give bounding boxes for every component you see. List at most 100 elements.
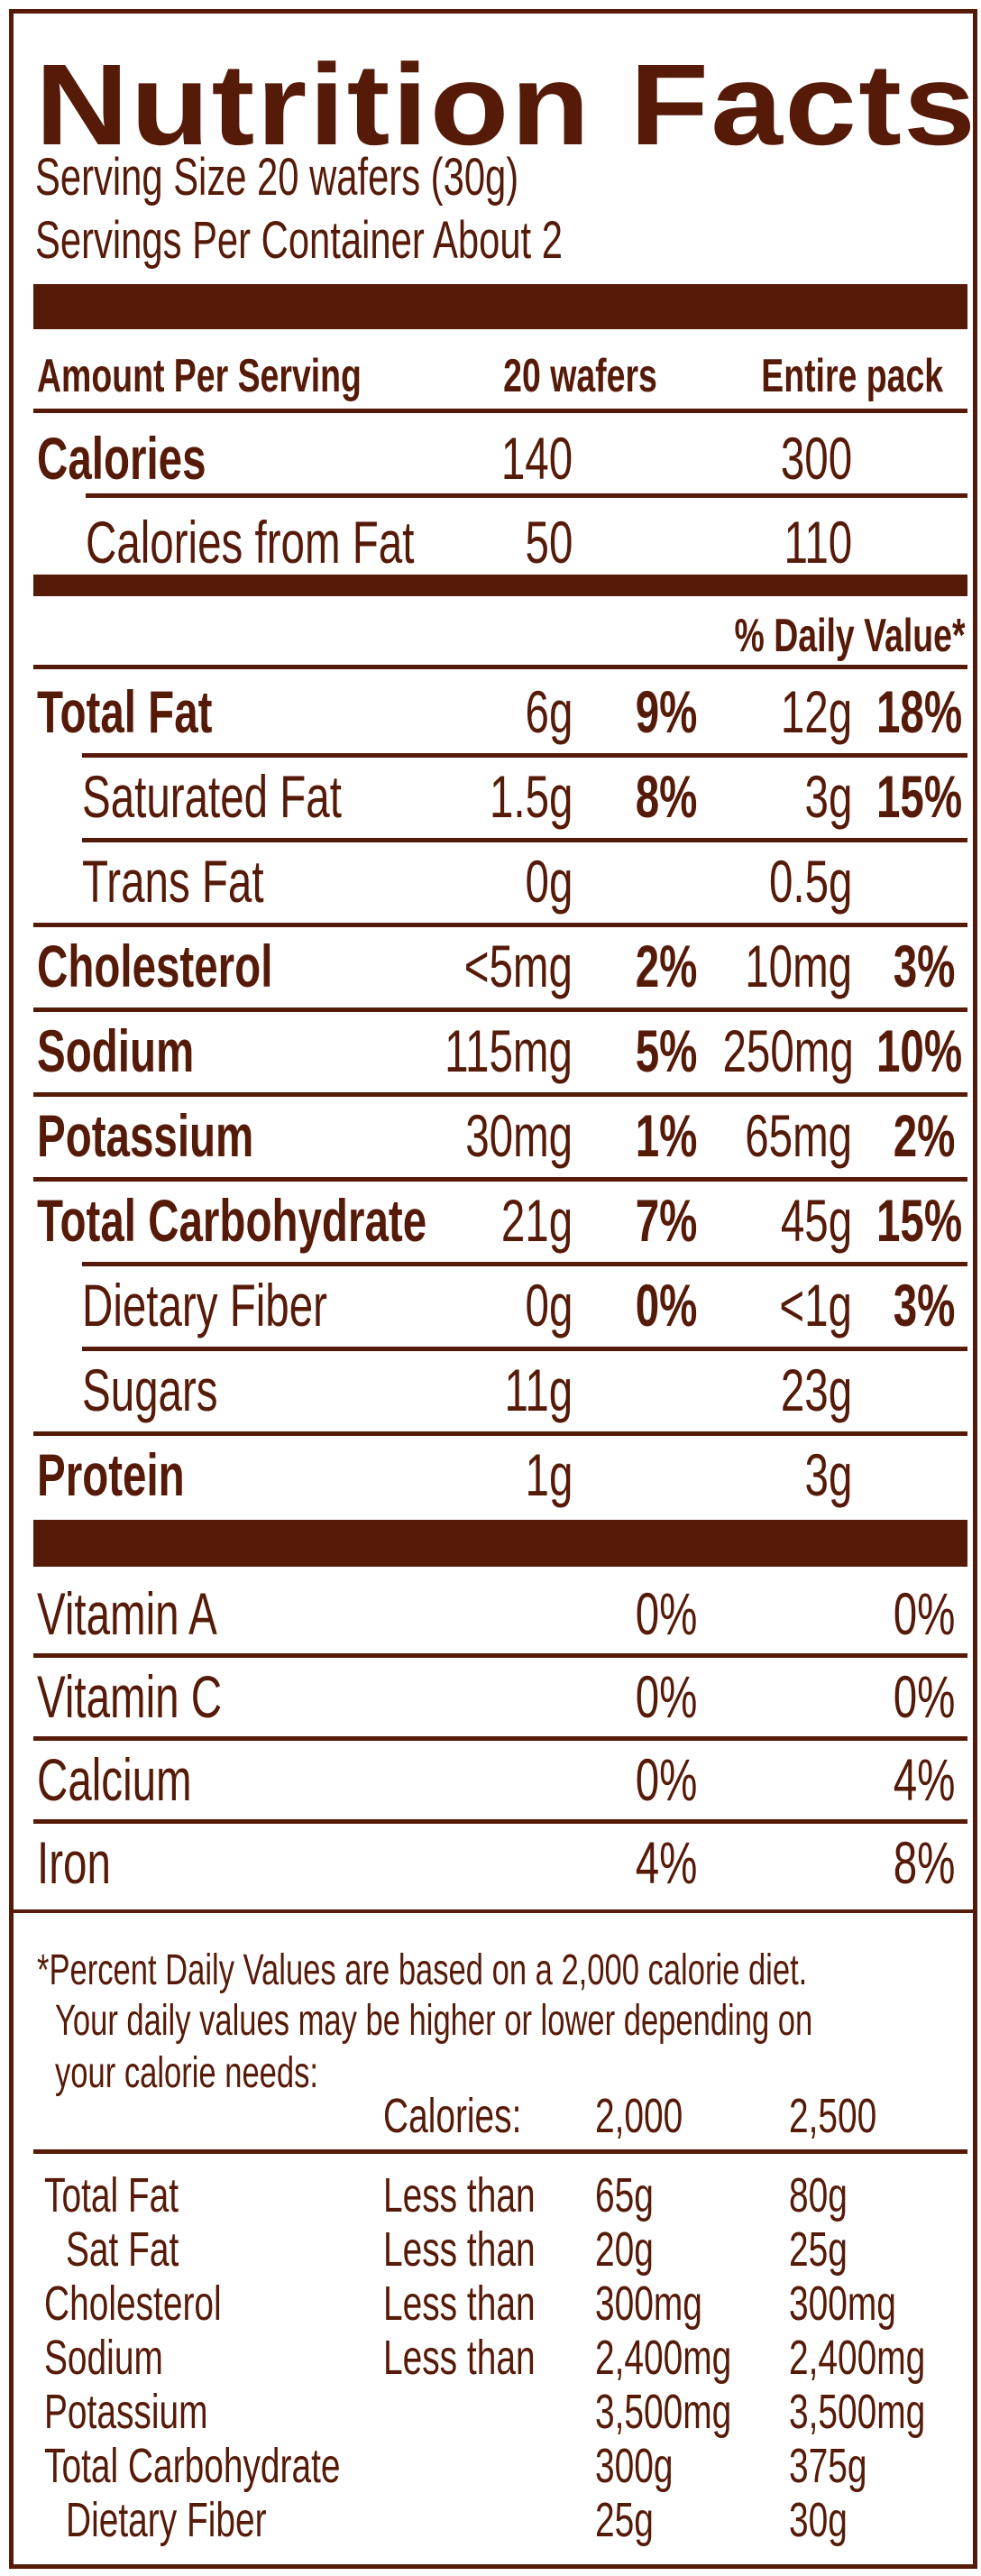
calories-from-fat-pack: 110: [784, 509, 852, 575]
nutrient-dv-serving: 5%: [635, 1017, 697, 1084]
dv-ref-label: Potassium: [44, 2385, 208, 2439]
vitamin-label: Vitamin C: [37, 1663, 223, 1730]
dv-ref-2500: 25g: [789, 2222, 848, 2277]
column-header-entire-pack: Entire pack: [761, 350, 944, 402]
nutrient-amount-serving: 115mg: [445, 1017, 573, 1084]
dv-ref-2000: 300mg: [595, 2277, 702, 2331]
nutrient-amount-pack: 12g: [780, 678, 852, 745]
divider: [86, 493, 967, 498]
vitamin-label: Calcium: [37, 1746, 192, 1813]
divider: [82, 753, 967, 758]
footnote-divider: [14, 1909, 973, 1913]
nutrient-amount-pack: 3g: [804, 763, 852, 830]
nutrient-amount-serving: 30mg: [465, 1102, 573, 1169]
nutrient-dv-serving: 7%: [635, 1187, 697, 1254]
dv-ref-2000: 20g: [595, 2222, 654, 2277]
dv-ref-2500: 3,500mg: [789, 2385, 926, 2439]
divider: [82, 1347, 967, 1351]
calories-column-label: Calories:: [383, 2089, 522, 2143]
nutrient-amount-pack: <1g: [779, 1272, 852, 1339]
nutrient-label: Sodium: [37, 1017, 195, 1084]
divider: [33, 1736, 967, 1741]
dv-ref-2500: 375g: [789, 2439, 867, 2493]
divider: [33, 923, 967, 927]
nutrient-dv-serving: 0%: [635, 1272, 697, 1339]
divider: [33, 1819, 967, 1824]
column-header-20-wafers: 20 wafers: [503, 350, 657, 402]
nutrient-label: Sugars: [82, 1357, 218, 1423]
nutrient-label: Dietary Fiber: [82, 1272, 327, 1339]
vitamin-dv-serving: 4%: [635, 1829, 697, 1896]
dv-ref-2500: 300mg: [789, 2277, 896, 2331]
nutrient-dv-serving: 2%: [635, 933, 697, 999]
vitamin-dv-pack: 8%: [893, 1829, 955, 1896]
vitamin-dv-pack: 4%: [893, 1746, 955, 1813]
dv-ref-2000: 2,400mg: [595, 2331, 732, 2385]
calories-from-fat-serving: 50: [525, 509, 573, 575]
vitamin-label: Vitamin A: [37, 1580, 217, 1647]
nutrient-label: Total Fat: [37, 678, 213, 745]
thick-bar-vitamins: [33, 1520, 967, 1567]
nutrient-amount-pack: 45g: [780, 1187, 852, 1254]
vitamin-dv-pack: 0%: [893, 1663, 955, 1730]
dv-ref-2500: 80g: [789, 2168, 848, 2222]
dv-ref-label: Sodium: [44, 2331, 163, 2385]
label-title: Nutrition Facts: [35, 41, 977, 170]
nutrient-amount-serving: 21g: [500, 1187, 573, 1254]
dv-ref-qualifier: Less than: [383, 2331, 536, 2385]
nutrient-amount-pack: 3g: [804, 1441, 852, 1508]
calories-from-fat-label: Calories from Fat: [86, 509, 415, 575]
dv-ref-2500: 30g: [789, 2493, 848, 2547]
divider: [33, 2149, 967, 2154]
nutrient-amount-pack: 250mg: [722, 1017, 854, 1084]
divider: [33, 1177, 967, 1182]
nutrient-dv-pack: 10%: [876, 1017, 963, 1084]
vitamin-dv-serving: 0%: [635, 1746, 697, 1813]
nutrient-label: Cholesterol: [37, 933, 273, 999]
footnote-line-3: your calorie needs:: [55, 2049, 319, 2097]
vitamin-label: Iron: [37, 1829, 111, 1896]
footnote-line-1: *Percent Daily Values are based on a 2,0…: [37, 1946, 808, 1994]
nutrient-amount-pack: 0.5g: [768, 848, 852, 915]
vitamin-dv-serving: 0%: [635, 1663, 697, 1730]
medium-bar: [33, 575, 967, 596]
dv-ref-label: Dietary Fiber: [66, 2493, 267, 2547]
divider: [33, 1007, 967, 1012]
divider: [33, 409, 967, 413]
dv-ref-label: Total Carbohydrate: [44, 2439, 341, 2493]
divider: [33, 1653, 967, 1658]
nutrient-amount-pack: 10mg: [745, 933, 852, 999]
nutrient-amount-pack: 65mg: [745, 1102, 852, 1169]
daily-value-header: % Daily Value*: [734, 610, 966, 662]
nutrient-amount-serving: 0g: [525, 848, 573, 915]
nutrient-amount-pack: 23g: [780, 1357, 852, 1423]
nutrient-dv-serving: 9%: [635, 678, 697, 745]
nutrient-amount-serving: <5mg: [463, 933, 573, 999]
nutrient-dv-pack: 3%: [893, 1272, 955, 1339]
nutrition-label: Nutrition Facts Serving Size 20 wafers (…: [9, 9, 977, 2569]
serving-size: Serving Size 20 wafers (30g): [35, 148, 519, 207]
nutrient-label: Saturated Fat: [82, 763, 342, 830]
calories-label: Calories: [37, 425, 206, 492]
nutrient-label: Total Carbohydrate: [37, 1187, 427, 1254]
dv-ref-2000: 25g: [595, 2493, 654, 2547]
nutrient-dv-pack: 15%: [876, 763, 963, 830]
calories-2500: 2,500: [789, 2089, 877, 2143]
thick-bar-top: [33, 284, 967, 329]
nutrient-dv-pack: 15%: [876, 1187, 963, 1254]
nutrient-dv-pack: 3%: [893, 933, 955, 999]
dv-ref-label: Total Fat: [44, 2168, 179, 2222]
dv-ref-qualifier: Less than: [383, 2168, 536, 2222]
servings-per-container: Servings Per Container About 2: [35, 211, 563, 270]
nutrient-amount-serving: 1g: [525, 1441, 573, 1508]
calories-value-serving: 140: [500, 425, 573, 492]
divider: [82, 838, 967, 842]
divider: [33, 1431, 967, 1436]
calories-value-pack: 300: [780, 425, 852, 492]
dv-ref-2000: 65g: [595, 2168, 654, 2222]
dv-ref-qualifier: Less than: [383, 2277, 536, 2331]
dv-ref-label: Sat Fat: [66, 2222, 179, 2277]
nutrient-dv-serving: 1%: [635, 1102, 697, 1169]
nutrient-dv-pack: 18%: [876, 678, 963, 745]
divider: [33, 665, 967, 669]
